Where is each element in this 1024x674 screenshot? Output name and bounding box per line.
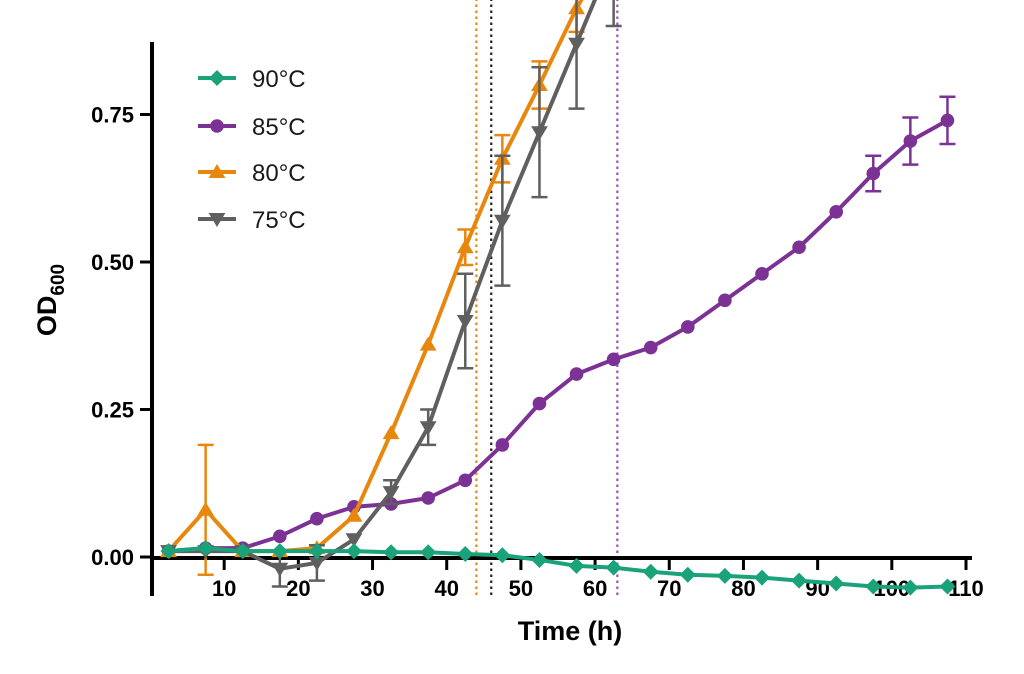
data-point	[308, 556, 326, 571]
data-point	[494, 547, 511, 564]
y-axis-title: OD600	[32, 264, 69, 336]
data-point	[271, 562, 289, 577]
legend-swatch-marker	[208, 164, 226, 178]
data-point	[828, 575, 845, 592]
y-axis-title-subscript: 600	[48, 264, 69, 296]
y-tick-label: 0.25	[91, 398, 134, 423]
data-point	[382, 425, 400, 440]
data-point	[421, 491, 435, 505]
data-point	[493, 214, 511, 229]
data-point	[568, 557, 585, 574]
legend-swatch-marker	[208, 213, 226, 227]
y-axis-title-main: OD	[32, 296, 62, 337]
data-point	[532, 396, 547, 411]
x-tick-label: 50	[509, 576, 533, 601]
data-point	[345, 533, 363, 548]
legend-label: 90°C	[252, 66, 306, 93]
legend-swatch-marker	[210, 119, 224, 133]
data-point	[234, 543, 251, 560]
data-point	[456, 315, 474, 329]
x-tick-label: 40	[434, 576, 458, 601]
data-point	[308, 543, 325, 560]
data-point	[718, 293, 732, 308]
data-point	[679, 566, 696, 583]
legend-label: 75°C	[252, 207, 306, 234]
data-point	[531, 551, 548, 568]
legend-swatch-marker	[209, 70, 225, 86]
data-point	[865, 578, 882, 595]
y-tick-label: 0.50	[91, 250, 134, 275]
series-90c	[160, 540, 956, 596]
data-point	[940, 113, 955, 128]
data-point	[457, 546, 474, 563]
series-layer	[160, 0, 956, 596]
data-point	[792, 240, 806, 255]
data-point	[345, 507, 363, 522]
data-point	[791, 572, 808, 589]
legend-label: 80°C	[252, 160, 306, 187]
data-point	[419, 336, 437, 351]
data-point	[606, 352, 621, 367]
data-point	[681, 320, 695, 334]
legend-item-75c: 75°C	[198, 207, 306, 234]
x-tick-label: 70	[657, 576, 681, 601]
legend-item-80c: 80°C	[198, 160, 306, 187]
data-point	[458, 473, 473, 488]
series-line	[168, 0, 598, 571]
x-tick-label: 110	[948, 576, 984, 601]
data-point	[273, 529, 287, 544]
data-point	[643, 340, 658, 355]
legend: 90°C 85°C 80°C 75°C	[198, 66, 306, 234]
data-point	[420, 544, 437, 561]
data-point	[160, 543, 177, 560]
data-point	[197, 501, 215, 516]
data-point	[569, 367, 584, 381]
data-point	[755, 267, 769, 281]
y-tick-label: 0.75	[91, 103, 134, 128]
axes: 0.000.250.500.751.001.251.501.7510203040…	[91, 42, 984, 601]
legend-label: 85°C	[252, 114, 306, 141]
data-point	[197, 540, 214, 557]
data-point	[716, 567, 733, 584]
data-point	[754, 569, 770, 586]
x-tick-label: 30	[360, 576, 384, 601]
data-point	[902, 579, 919, 596]
x-axis-title: Time (h)	[518, 616, 623, 646]
legend-item-85c: 85°C	[198, 114, 306, 141]
data-point	[568, 37, 585, 52]
data-point	[642, 563, 659, 580]
data-point	[866, 166, 881, 181]
data-point	[310, 511, 324, 526]
reference-lines	[475, 0, 619, 596]
x-tick-label: 10	[212, 576, 236, 601]
y-tick-label: 0.00	[91, 545, 134, 570]
x-tick-label: 60	[583, 576, 607, 601]
data-point	[531, 126, 548, 141]
data-point	[829, 205, 843, 219]
data-point	[382, 486, 400, 501]
x-tick-label: 80	[731, 576, 755, 601]
data-point	[419, 421, 437, 436]
x-tick-label: 20	[286, 576, 310, 601]
legend-item-90c: 90°C	[198, 66, 306, 93]
data-point	[383, 544, 400, 561]
data-point	[939, 578, 956, 595]
data-point	[456, 239, 474, 254]
series-line	[168, 546, 948, 590]
data-point	[271, 543, 288, 560]
data-point	[903, 134, 918, 148]
data-point	[346, 543, 362, 560]
series-line	[168, 118, 949, 554]
data-point	[495, 438, 510, 452]
data-point	[605, 559, 622, 576]
